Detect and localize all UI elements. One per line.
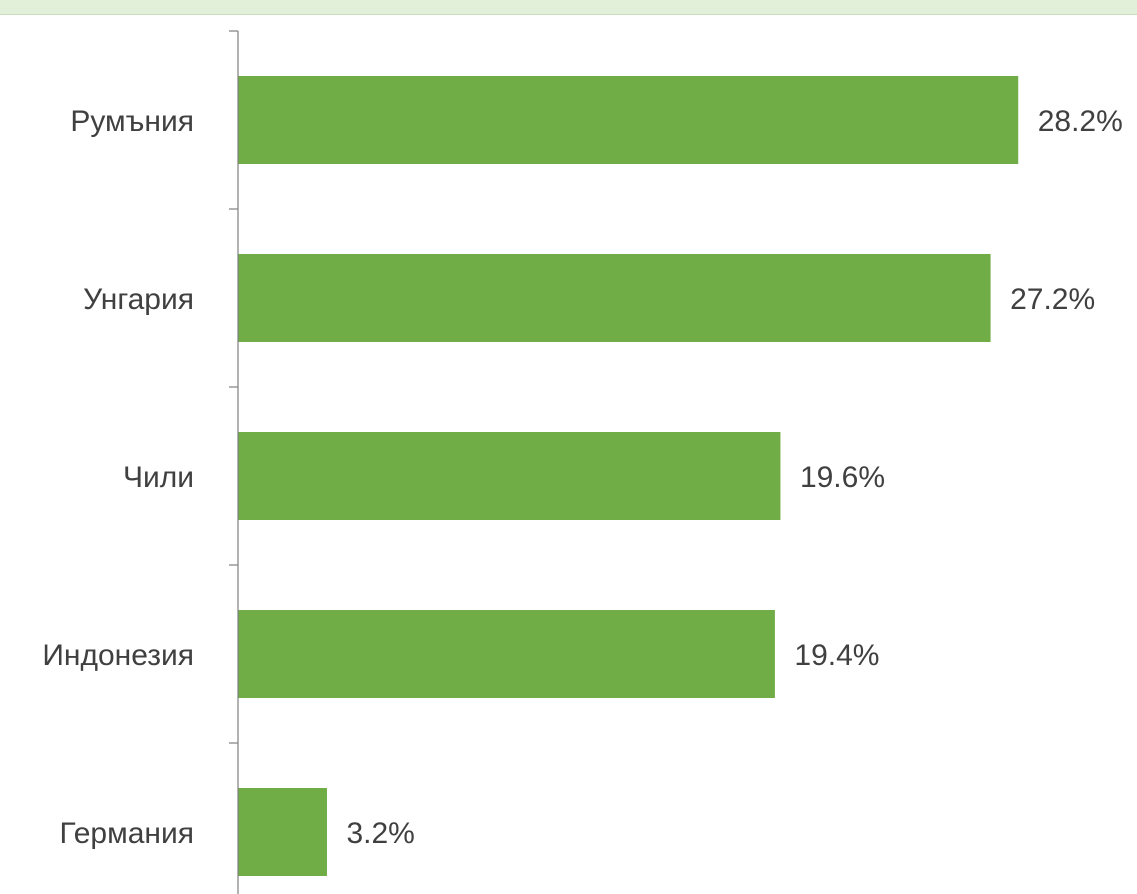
bar	[238, 788, 327, 876]
bars-group	[238, 76, 1019, 876]
category-label: Унгария	[83, 283, 194, 316]
category-label: Чили	[123, 461, 194, 494]
bar	[238, 610, 775, 698]
category-label: Румъния	[70, 105, 194, 138]
data-label: 19.6%	[800, 461, 885, 494]
category-label: Индонезия	[42, 639, 194, 672]
data-label: 28.2%	[1038, 105, 1123, 138]
data-label: 19.4%	[794, 639, 879, 672]
category-label: Германия	[60, 817, 195, 850]
data-label: 27.2%	[1010, 283, 1095, 316]
bar	[238, 432, 781, 520]
data-label: 3.2%	[346, 817, 414, 850]
labels-group: Румъния 28.2% Унгария 27.2% Чили 19.6% Индонез…	[42, 105, 1122, 850]
category-axis	[229, 30, 239, 894]
top-header-band	[0, 0, 1137, 15]
bar	[238, 76, 1019, 164]
bar	[238, 254, 991, 342]
